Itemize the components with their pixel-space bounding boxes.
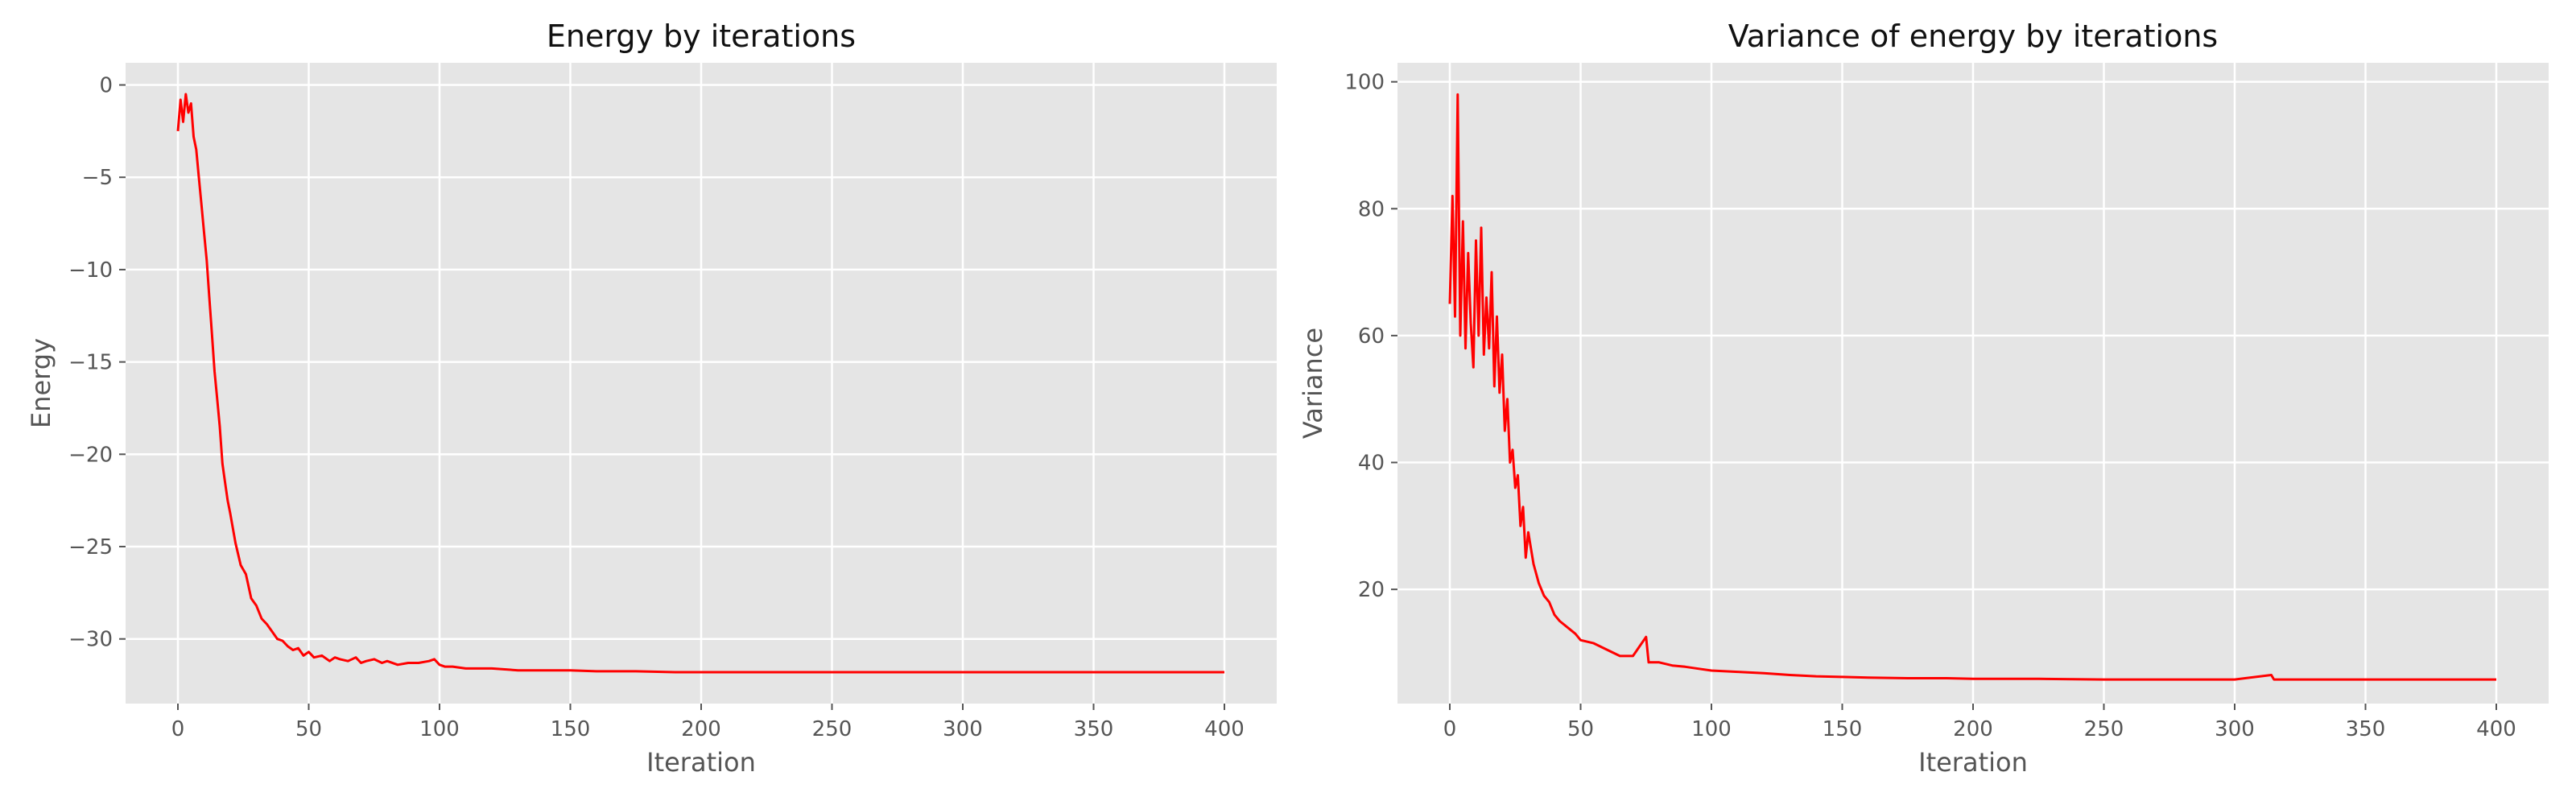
y-tick-label: 100 — [1344, 71, 1385, 95]
y-tick-label: −20 — [68, 443, 113, 467]
y-tick-label: 60 — [1358, 324, 1385, 349]
x-axis-label: Iteration — [1918, 747, 2028, 778]
x-tick-label: 200 — [1953, 717, 1993, 741]
y-axis-label: Energy — [26, 338, 56, 428]
x-tick-label: 0 — [1443, 717, 1457, 741]
chart-title: Energy by iterations — [547, 19, 856, 54]
x-tick-label: 50 — [295, 717, 322, 741]
x-tick-label: 250 — [812, 717, 852, 741]
chart-2: 0 50 100 150 200 250 300 350 400 20 40 60 80 100 Varia… — [1298, 19, 2549, 778]
x-tick-label: 100 — [419, 717, 460, 741]
chart-title: Variance of energy by iterations — [1728, 19, 2218, 54]
y-tick-label: −10 — [68, 258, 113, 283]
x-axis-label: Iteration — [646, 747, 756, 778]
y-tick-label: −5 — [82, 166, 113, 190]
x-tick-label: 350 — [1074, 717, 1114, 741]
y-tick-label: −25 — [68, 535, 113, 559]
x-tick-label: 0 — [171, 717, 185, 741]
x-tick-label: 250 — [2084, 717, 2124, 741]
y-tick-label: 0 — [99, 74, 113, 98]
x-tick-label: 150 — [551, 717, 591, 741]
x-tick-label: 300 — [2215, 717, 2255, 741]
chart-1: 0 50 100 150 200 250 300 350 400 0 −5 −10 −15 −20 −25 −… — [26, 19, 1277, 778]
series-line-1 — [1448, 93, 2496, 681]
y-tick-label: −15 — [68, 351, 113, 375]
y-tick-label: 40 — [1358, 452, 1385, 476]
x-tick-label: 200 — [681, 717, 721, 741]
x-tick-label: 100 — [1691, 717, 1732, 741]
x-tick-label: 350 — [2346, 717, 2386, 741]
x-tick-label: 50 — [1567, 717, 1594, 741]
y-tick-label: 80 — [1358, 197, 1385, 221]
x-tick-label: 400 — [2476, 717, 2516, 741]
y-tick-label: −30 — [68, 628, 113, 652]
series-line-1 — [176, 93, 1224, 674]
x-tick-label: 400 — [1204, 717, 1245, 741]
y-tick-label: 20 — [1358, 578, 1385, 602]
x-tick-label: 300 — [943, 717, 983, 741]
y-axis-label: Variance — [1298, 328, 1328, 439]
x-tick-label: 150 — [1823, 717, 1863, 741]
